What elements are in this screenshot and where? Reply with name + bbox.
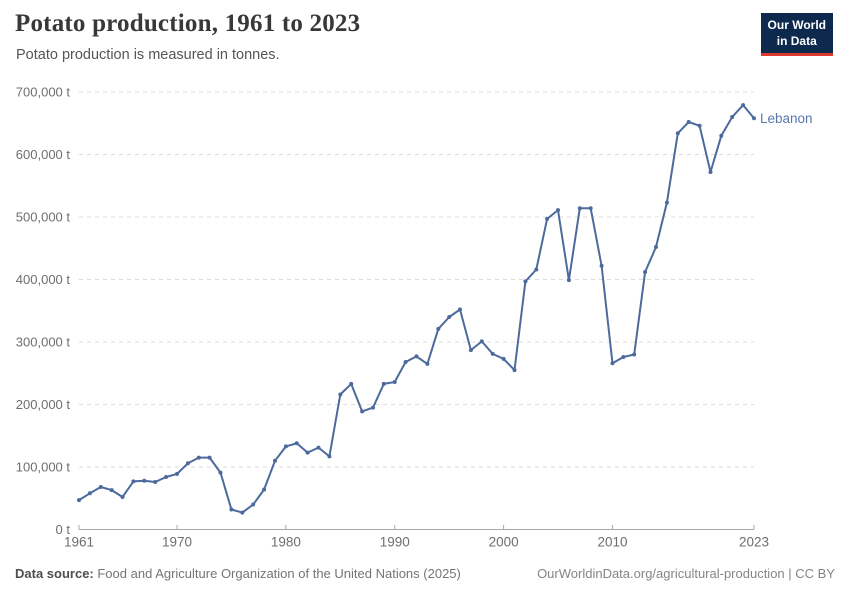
data-line (78, 104, 755, 514)
y-axis-tick-label: 300,000 t (16, 335, 71, 350)
chart-subtitle: Potato production is measured in tonnes. (16, 47, 280, 63)
data-point (588, 206, 593, 211)
data-point (371, 405, 375, 410)
data-point (305, 450, 310, 455)
data-point (109, 488, 114, 493)
data-point (251, 502, 256, 507)
data-point (381, 381, 386, 386)
data-point (447, 315, 452, 319)
chart-title: Potato production, 1961 to 2023 (15, 10, 361, 37)
data-point (632, 352, 637, 357)
data-point (730, 115, 735, 119)
data-point (523, 279, 528, 284)
data-point (501, 356, 506, 361)
data-point (490, 351, 495, 356)
data-point (545, 216, 550, 221)
data-source: Data source: Food and Agriculture Organi… (15, 566, 461, 581)
x-axis-tick-label: 1990 (380, 535, 410, 550)
data-point (414, 354, 419, 359)
data-point (294, 441, 299, 446)
chart-footer: Data source: Food and Agriculture Organi… (15, 566, 835, 581)
data-point (664, 200, 669, 205)
data-point (436, 326, 441, 331)
data-point (316, 445, 321, 450)
data-point (675, 131, 680, 136)
data-point (218, 470, 223, 475)
data-point (196, 455, 201, 460)
data-point (643, 270, 648, 274)
data-point (273, 458, 277, 463)
owid-logo-line2: in Data (776, 33, 817, 48)
data-point (610, 361, 615, 366)
data-point (719, 133, 724, 138)
data-point (229, 507, 234, 512)
data-point (207, 455, 212, 460)
data-source-label: Data source: (15, 566, 94, 581)
data-point (566, 278, 571, 283)
y-axis-tick-label: 200,000 t (16, 397, 71, 412)
data-point (327, 454, 332, 459)
data-point (142, 478, 147, 483)
data-point (752, 116, 756, 121)
y-axis-tick-label: 100,000 t (16, 460, 71, 475)
data-point (512, 368, 517, 373)
x-axis-tick-label: 2000 (489, 535, 519, 550)
x-axis-tick-label: 1961 (64, 535, 94, 550)
data-point (479, 339, 484, 344)
data-point (98, 485, 103, 489)
data-point (686, 120, 691, 124)
attribution-link: OurWorldinData.org/agricultural-producti… (537, 566, 835, 581)
data-source-text: Food and Agriculture Organization of the… (93, 566, 461, 581)
data-point (577, 206, 582, 211)
data-point (262, 487, 267, 492)
data-point (283, 444, 288, 449)
data-point (392, 380, 397, 384)
data-point (741, 103, 746, 108)
y-axis-tick-label: 0 t (56, 522, 71, 537)
data-point (708, 170, 713, 174)
x-axis-tick-label: 2010 (597, 535, 627, 550)
data-point (131, 479, 136, 484)
owid-logo: Our World in Data (760, 13, 833, 57)
data-point (599, 263, 604, 268)
data-point (87, 491, 92, 496)
x-axis-tick-label: 1980 (271, 535, 301, 550)
data-point (349, 381, 354, 386)
x-axis-tick-label: 1970 (162, 535, 192, 550)
data-point (556, 208, 560, 213)
y-axis-tick-label: 500,000 t (16, 210, 71, 225)
data-point (120, 495, 125, 499)
y-axis-tick-label: 400,000 t (16, 272, 71, 287)
data-point (164, 475, 169, 479)
data-point (403, 360, 408, 364)
data-point (338, 392, 343, 397)
x-axis-tick-label: 2023 (739, 535, 769, 550)
data-point (153, 480, 158, 484)
data-point (654, 245, 658, 249)
entity-label: Lebanon (760, 111, 813, 126)
y-axis-tick-label: 600,000 t (16, 147, 71, 162)
data-point (185, 461, 190, 466)
data-point (468, 348, 473, 353)
data-point (77, 498, 81, 503)
data-point (175, 471, 179, 476)
data-point (697, 123, 702, 128)
data-point (240, 510, 245, 515)
data-point (621, 355, 626, 359)
data-point (425, 361, 430, 366)
data-point (360, 409, 365, 414)
y-axis-tick-label: 700,000 t (16, 85, 71, 100)
owid-logo-line1: Our World (767, 18, 826, 32)
data-point (534, 267, 539, 272)
data-point (458, 307, 462, 312)
